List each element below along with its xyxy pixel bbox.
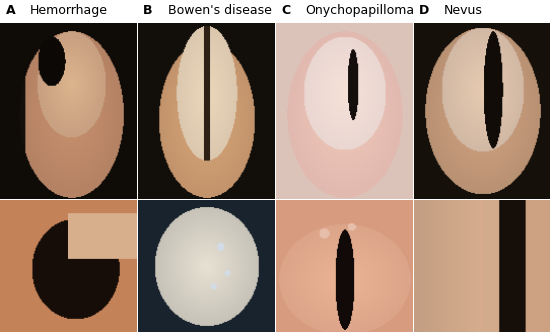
Text: A: A	[6, 4, 15, 17]
Text: B: B	[144, 4, 153, 17]
Text: C: C	[281, 4, 290, 17]
Text: Bowen's disease: Bowen's disease	[168, 4, 272, 17]
Text: Hemorrhage: Hemorrhage	[30, 4, 108, 17]
Text: Nevus: Nevus	[443, 4, 482, 17]
Text: D: D	[419, 4, 429, 17]
Text: Onychopapilloma: Onychopapilloma	[306, 4, 415, 17]
